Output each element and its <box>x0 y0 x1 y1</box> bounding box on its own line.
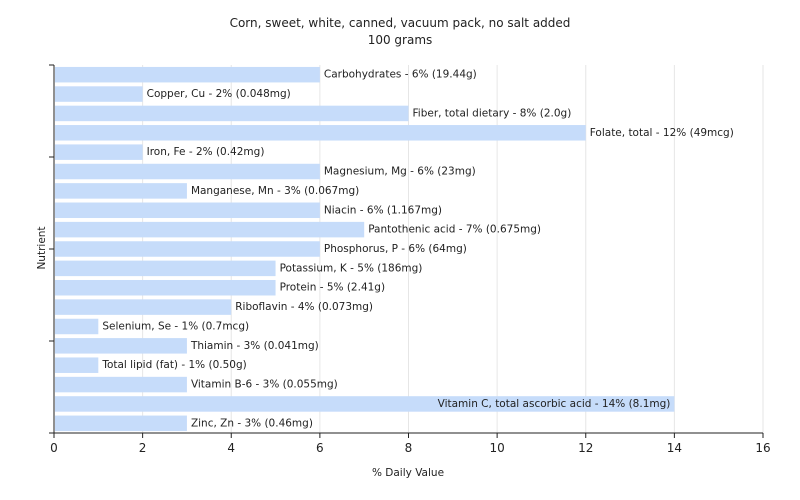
x-tick-label: 12 <box>578 441 593 455</box>
x-tick-label: 10 <box>489 441 504 455</box>
bar <box>55 279 276 296</box>
axes: 0 2 4 6 8 10 12 14 16 <box>49 64 771 455</box>
bar-label: Phosphorus, P - 6% (64mg) <box>324 243 467 255</box>
bar-label: Total lipid (fat) - 1% (0.50g) <box>101 359 246 371</box>
bar-label: Vitamin B-6 - 3% (0.055mg) <box>191 379 338 391</box>
bar <box>55 357 99 373</box>
bar-label: Thiamin - 3% (0.041mg) <box>190 340 319 352</box>
bar <box>55 202 320 219</box>
bar <box>55 241 320 257</box>
x-tick-label: 8 <box>405 441 413 455</box>
bar-label: Potassium, K - 5% (186mg) <box>280 262 423 274</box>
x-tick-label: 2 <box>139 441 147 455</box>
y-axis-label: Nutrient <box>36 226 48 269</box>
bar <box>55 163 320 180</box>
bar-label: Folate, total - 12% (49mcg) <box>590 127 734 139</box>
x-tick-label: 6 <box>316 441 324 455</box>
bars: Carbohydrates - 6% (19.44g) Copper, Cu - … <box>55 66 734 432</box>
chart-subtitle: 100 grams <box>368 33 433 47</box>
bar-label: Manganese, Mn - 3% (0.067mg) <box>191 185 359 197</box>
bar <box>55 221 365 238</box>
bar <box>55 376 187 393</box>
bar-label: Copper, Cu - 2% (0.048mg) <box>147 88 291 100</box>
bar-label: Selenium, Se - 1% (0.7mcg) <box>102 320 249 332</box>
bar <box>55 125 586 141</box>
bar-label: Protein - 5% (2.41g) <box>280 282 386 294</box>
bar <box>55 299 232 315</box>
bar-label: Fiber, total dietary - 8% (2.0g) <box>413 107 572 119</box>
bar <box>55 144 143 160</box>
x-tick-label: 16 <box>755 441 770 455</box>
bar-label: Iron, Fe - 2% (0.42mg) <box>147 146 265 158</box>
bar-label: Magnesium, Mg - 6% (23mg) <box>324 166 476 178</box>
bar <box>55 183 187 199</box>
bar <box>55 260 276 277</box>
bar <box>55 105 409 122</box>
bar-label: Carbohydrates - 6% (19.44g) <box>324 69 477 81</box>
x-axis-label: % Daily Value <box>372 467 444 479</box>
bar-label: Vitamin C, total ascorbic acid - 14% (8.… <box>438 398 671 410</box>
bar <box>55 86 143 102</box>
x-tick-label: 4 <box>227 441 235 455</box>
bar-label: Zinc, Zn - 3% (0.46mg) <box>191 417 313 429</box>
bar-label: Niacin - 6% (1.167mg) <box>324 204 442 216</box>
bar <box>55 415 187 432</box>
bar-label: Pantothenic acid - 7% (0.675mg) <box>368 224 541 236</box>
bar <box>55 318 99 335</box>
bar-label: Riboflavin - 4% (0.073mg) <box>235 301 373 313</box>
bar <box>55 66 320 83</box>
x-tick-label: 14 <box>667 441 682 455</box>
bar <box>55 338 187 354</box>
chart-title: Corn, sweet, white, canned, vacuum pack,… <box>230 16 571 30</box>
x-tick-label: 0 <box>50 441 58 455</box>
bar <box>55 396 675 412</box>
